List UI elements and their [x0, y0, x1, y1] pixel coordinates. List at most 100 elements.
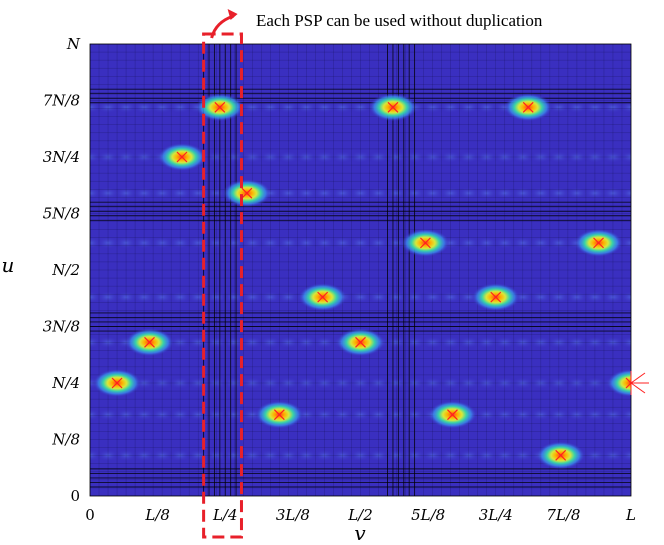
x-tick-label: 5L/8 [411, 506, 445, 524]
sidelobe [456, 187, 481, 200]
sidelobe [420, 101, 445, 114]
sidelobe [564, 408, 589, 421]
peak-marker [387, 101, 399, 113]
sidelobe [619, 101, 631, 114]
sidelobe [510, 408, 535, 421]
sidelobe [366, 408, 391, 421]
sidelobe [492, 377, 517, 389]
sidelobe [366, 291, 391, 304]
sidelobe [546, 377, 571, 389]
sidelobe [150, 187, 175, 200]
sidelobe [474, 151, 499, 163]
peak-marker [241, 187, 253, 199]
sidelobe [276, 187, 301, 200]
sidelobe [492, 151, 517, 163]
sidelobe [258, 236, 283, 249]
sidelobe [619, 336, 631, 349]
sidelobe [204, 408, 229, 421]
sidelobe [492, 187, 517, 200]
sidelobe [240, 291, 265, 304]
y-tick-label: N/2 [51, 261, 80, 279]
x-tick-label: L [625, 506, 636, 524]
x-tick-label: L/2 [347, 506, 373, 524]
peak [157, 143, 206, 171]
sidelobe [240, 449, 265, 462]
sidelobe [600, 187, 625, 200]
sidelobe [528, 151, 553, 163]
sidelobe [204, 449, 229, 462]
sidelobe [384, 151, 409, 163]
sidelobe [258, 291, 283, 304]
y-tick-label: N [66, 35, 81, 53]
peak [195, 93, 244, 122]
sidelobe [168, 187, 193, 200]
sidelobe [384, 336, 409, 349]
highlight-dashed-box [202, 32, 243, 539]
peak-marker [176, 151, 188, 163]
sidelobe [438, 377, 463, 389]
sidelobe [384, 187, 409, 200]
sidelobe [384, 449, 409, 462]
sidelobe [366, 449, 391, 462]
edge-star-ray [630, 382, 646, 394]
sidelobe [348, 377, 373, 389]
peak [536, 441, 585, 470]
x-tick-label: 7L/8 [546, 506, 580, 524]
sidelobe [582, 151, 607, 163]
sidelobe [132, 187, 157, 200]
sidelobe [492, 408, 517, 421]
sidelobe [150, 236, 175, 249]
sidelobe [456, 449, 481, 462]
sidelobe [294, 449, 319, 462]
sidelobe [312, 377, 337, 389]
peak [336, 328, 385, 357]
sidelobe [168, 291, 193, 304]
x-tick-label: 3L/8 [276, 506, 310, 524]
y-tick-label: 0 [70, 487, 80, 505]
peak [255, 400, 304, 429]
sidelobe [456, 236, 481, 249]
sidelobe [384, 291, 409, 304]
sidelobe [564, 151, 589, 163]
x-tick-label: L/4 [212, 506, 238, 524]
sidelobe [312, 151, 337, 163]
sidelobe [258, 449, 283, 462]
sidelobe [96, 236, 121, 249]
peak-marker [111, 377, 123, 389]
sidelobe [528, 377, 553, 389]
sidelobe [348, 101, 373, 114]
sidelobe [330, 236, 355, 249]
sidelobe [276, 101, 301, 114]
sidelobe [474, 236, 499, 249]
sidelobe [276, 377, 301, 389]
sidelobe [258, 151, 283, 163]
peak [222, 179, 271, 208]
sidelobe [132, 291, 157, 304]
peak-marker [355, 336, 366, 348]
sidelobe [150, 408, 175, 421]
sidelobe [132, 408, 157, 421]
y-axis-label: u [2, 253, 15, 277]
sidelobe [600, 291, 625, 304]
sidelobe [312, 236, 337, 249]
sidelobe [330, 408, 355, 421]
sidelobe [150, 101, 175, 114]
edge-star-ray [630, 372, 646, 384]
peak-marker [625, 377, 631, 384]
sidelobe [240, 101, 265, 114]
y-tick-label: 3N/8 [43, 318, 80, 336]
y-tick-label: 5N/8 [43, 205, 80, 223]
sidelobe [492, 236, 517, 249]
plot-background [90, 44, 631, 496]
sidelobe [619, 236, 631, 249]
sidelobe [150, 377, 175, 389]
peak-marker [273, 409, 285, 421]
sidelobe [546, 336, 571, 349]
sidelobe [420, 187, 445, 200]
sidelobe [420, 151, 445, 163]
peak [401, 228, 450, 257]
sidelobe [510, 187, 535, 200]
sidelobe [132, 101, 157, 114]
sidelobe [420, 336, 445, 349]
peak [428, 400, 477, 429]
